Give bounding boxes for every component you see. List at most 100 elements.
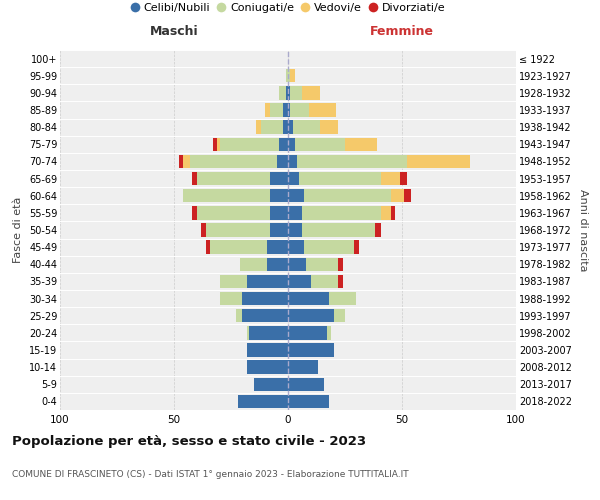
Bar xyxy=(183,154,288,168)
Bar xyxy=(240,258,288,271)
Bar xyxy=(217,138,288,151)
Bar xyxy=(288,309,345,322)
Bar xyxy=(279,86,288,100)
Bar xyxy=(192,206,288,220)
Bar xyxy=(268,240,288,254)
Bar xyxy=(247,326,288,340)
Bar xyxy=(288,189,391,202)
Bar xyxy=(197,206,288,220)
Bar xyxy=(256,120,288,134)
Bar xyxy=(288,360,317,374)
Bar xyxy=(279,86,288,100)
Bar xyxy=(202,224,288,236)
Bar xyxy=(238,394,288,408)
Bar xyxy=(265,104,288,117)
Bar xyxy=(288,394,329,408)
Bar xyxy=(288,258,338,271)
Bar xyxy=(288,206,395,220)
Bar xyxy=(211,240,288,254)
Bar xyxy=(288,189,304,202)
Bar xyxy=(268,258,288,271)
Bar xyxy=(270,224,288,236)
Bar xyxy=(288,309,334,322)
Bar xyxy=(288,274,338,288)
Bar xyxy=(247,360,288,374)
Legend: Celibi/Nubili, Coniugati/e, Vedovi/e, Divorziati/e: Celibi/Nubili, Coniugati/e, Vedovi/e, Di… xyxy=(126,0,450,18)
Bar xyxy=(288,360,317,374)
Bar xyxy=(288,292,356,306)
Text: Maschi: Maschi xyxy=(149,25,199,38)
Bar xyxy=(288,240,354,254)
Bar xyxy=(288,224,302,236)
Bar xyxy=(288,224,382,236)
Bar xyxy=(288,240,359,254)
Bar xyxy=(254,378,288,391)
Text: Femmine: Femmine xyxy=(370,25,434,38)
Bar xyxy=(288,326,331,340)
Bar xyxy=(288,206,302,220)
Bar xyxy=(288,120,293,134)
Bar xyxy=(288,138,345,151)
Bar xyxy=(288,224,374,236)
Bar xyxy=(288,394,329,408)
Bar xyxy=(288,378,325,391)
Bar xyxy=(288,120,338,134)
Bar xyxy=(288,292,356,306)
Bar xyxy=(288,292,356,306)
Bar xyxy=(247,344,288,356)
Bar xyxy=(190,154,288,168)
Bar xyxy=(288,360,317,374)
Bar xyxy=(288,138,377,151)
Bar xyxy=(288,172,400,186)
Bar xyxy=(288,86,290,100)
Bar xyxy=(240,258,288,271)
Bar xyxy=(288,120,320,134)
Bar xyxy=(288,206,382,220)
Bar xyxy=(265,104,288,117)
Bar xyxy=(288,69,290,82)
Bar xyxy=(288,206,391,220)
Bar xyxy=(270,206,288,220)
Bar xyxy=(279,86,288,100)
Bar xyxy=(270,104,288,117)
Bar xyxy=(206,240,288,254)
Bar xyxy=(288,104,290,117)
Bar xyxy=(288,378,325,391)
Bar xyxy=(288,309,345,322)
Text: COMUNE DI FRASCINETO (CS) - Dati ISTAT 1° gennaio 2023 - Elaborazione TUTTITALIA: COMUNE DI FRASCINETO (CS) - Dati ISTAT 1… xyxy=(12,470,409,479)
Bar xyxy=(206,224,288,236)
Bar xyxy=(286,86,288,100)
Bar xyxy=(220,138,288,151)
Bar xyxy=(247,344,288,356)
Bar xyxy=(211,240,288,254)
Bar xyxy=(247,360,288,374)
Bar xyxy=(288,274,343,288)
Bar xyxy=(260,120,288,134)
Bar xyxy=(288,86,320,100)
Bar xyxy=(288,172,382,186)
Bar xyxy=(220,292,288,306)
Bar xyxy=(288,69,295,82)
Bar xyxy=(183,189,288,202)
Bar xyxy=(288,69,295,82)
Bar xyxy=(288,258,338,271)
Bar xyxy=(247,274,288,288)
Bar xyxy=(220,274,288,288)
Bar xyxy=(236,309,288,322)
Bar xyxy=(197,206,288,220)
Bar xyxy=(247,326,288,340)
Bar xyxy=(288,172,299,186)
Bar xyxy=(247,344,288,356)
Bar xyxy=(288,394,329,408)
Bar xyxy=(288,258,306,271)
Bar xyxy=(288,326,331,340)
Bar xyxy=(288,378,325,391)
Bar xyxy=(288,172,407,186)
Bar xyxy=(288,292,329,306)
Bar xyxy=(288,240,304,254)
Bar xyxy=(288,138,295,151)
Bar xyxy=(197,172,288,186)
Bar xyxy=(288,86,302,100)
Bar xyxy=(270,172,288,186)
Bar xyxy=(220,274,288,288)
